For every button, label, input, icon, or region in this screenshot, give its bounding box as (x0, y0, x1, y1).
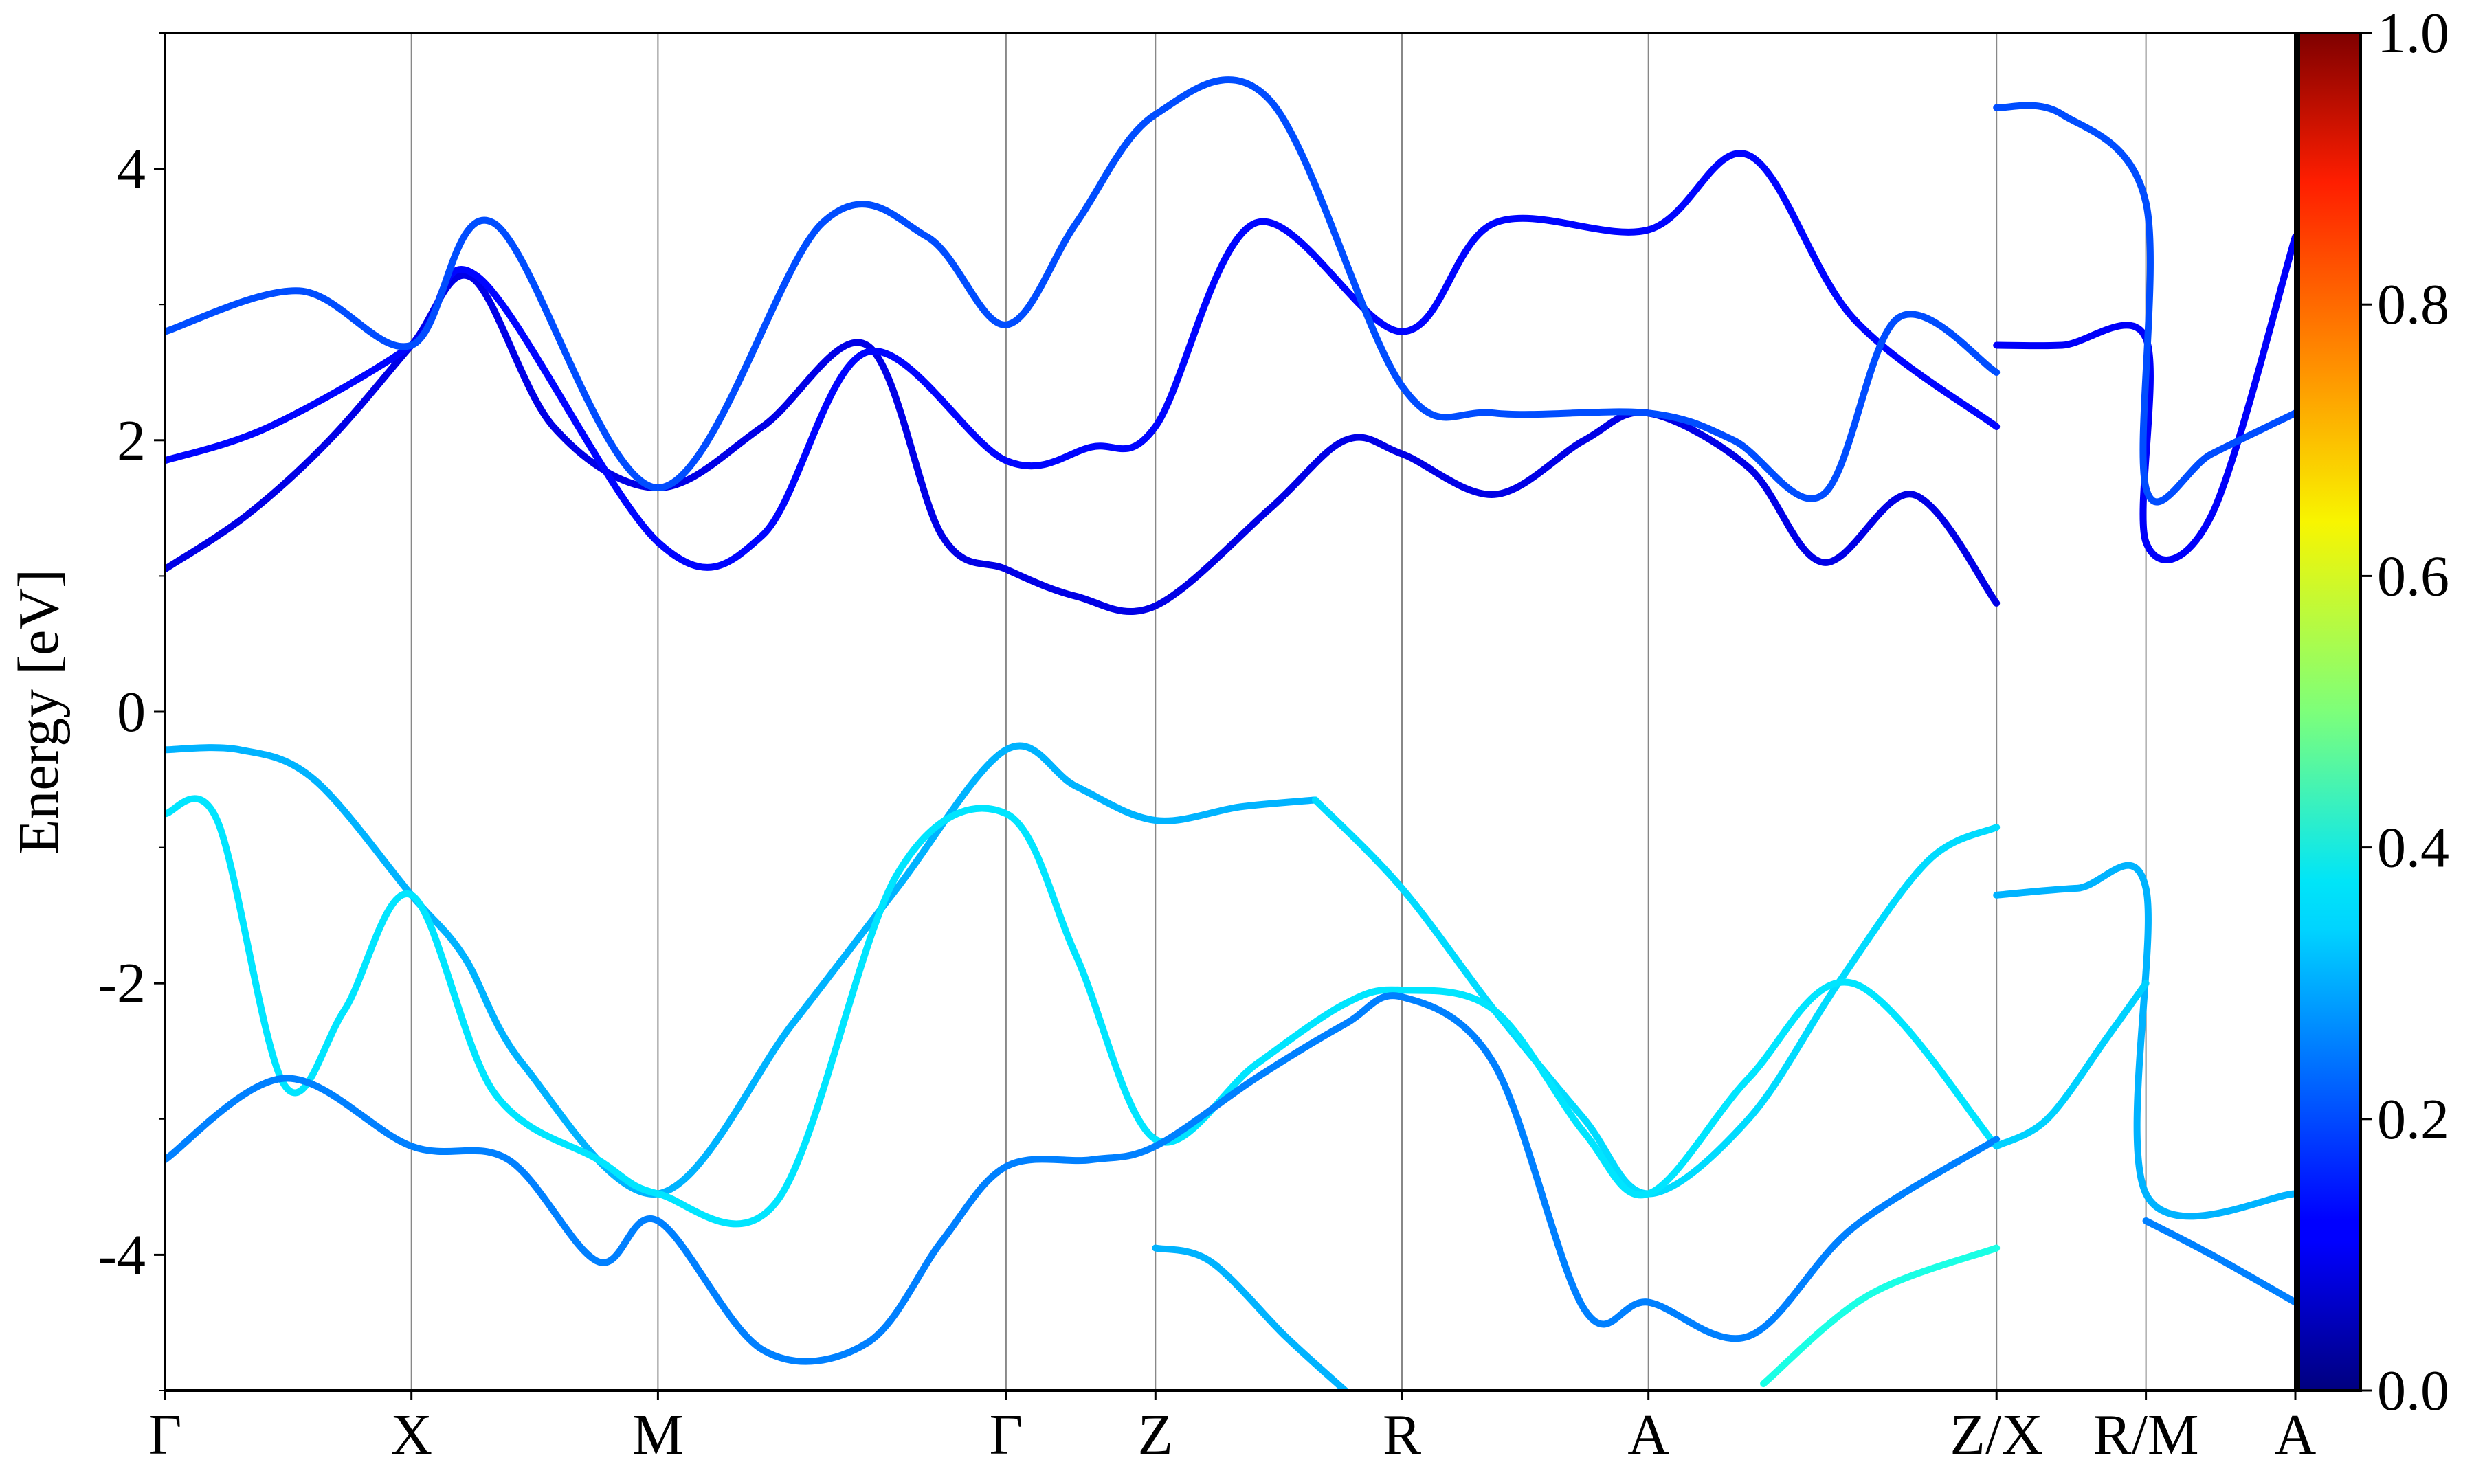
band-line-9 (1993, 862, 2295, 1220)
x-tick-label: R (1383, 1403, 1421, 1467)
band-line-13 (1993, 102, 2295, 506)
band-line-2 (165, 76, 2001, 502)
y-tick-label: -4 (98, 1223, 146, 1287)
band-line-12 (1993, 233, 2295, 563)
y-tick-label: 0 (117, 680, 146, 744)
y-axis-label: Energy [eV] (7, 569, 71, 855)
colorbar-gradient (2297, 32, 2362, 1392)
y-axis: -4 -2 0 2 4 (98, 32, 165, 1391)
x-tick-label: Γ (990, 1403, 1023, 1467)
y-tick-label: -2 (98, 952, 146, 1015)
colorbar-tick-label: 0.0 (2377, 1359, 2449, 1423)
x-tick-label: M (632, 1403, 684, 1467)
colorbar-ticks: 0.0 0.2 0.4 0.6 0.8 1.0 (2361, 1, 2449, 1423)
band-line-8 (1760, 1244, 2001, 1388)
y-tick-label: 4 (117, 137, 146, 201)
band-line-7 (1152, 1244, 1349, 1391)
colorbar-tick-label: 0.2 (2377, 1088, 2449, 1151)
band-lines (165, 76, 2295, 1391)
band-line-5 (165, 795, 2001, 1228)
colorbar-tick-label: 0.4 (2377, 816, 2449, 880)
band-line-6 (165, 992, 2001, 1365)
colorbar: 0.0 0.2 0.4 0.6 0.8 1.0 (2297, 1, 2449, 1423)
x-tick-label: Z/X (1950, 1403, 2043, 1467)
x-tick-label: Γ (148, 1403, 182, 1467)
band-line-0 (165, 271, 2001, 616)
band-line-4 (1311, 796, 2001, 1198)
high-symmetry-lines (410, 33, 2147, 1391)
band-line-10 (1993, 980, 2150, 1150)
colorbar-tick-label: 0.6 (2377, 544, 2449, 608)
band-line-11 (2142, 1217, 2295, 1306)
x-axis: Γ X M Γ Z R A Z/X R/M A (148, 1391, 2317, 1467)
x-tick-label: R/M (2093, 1403, 2199, 1467)
colorbar-tick-label: 1.0 (2377, 1, 2449, 65)
x-tick-label: A (2275, 1403, 2317, 1467)
band-line-1 (165, 150, 2001, 571)
x-tick-label: Z (1138, 1403, 1173, 1467)
colorbar-tick-label: 0.8 (2377, 273, 2449, 337)
x-tick-label: A (1627, 1403, 1669, 1467)
plot-frame (164, 32, 2297, 1392)
x-tick-label: X (390, 1403, 432, 1467)
band-line-3 (165, 742, 1319, 1198)
y-tick-label: 2 (117, 409, 146, 473)
